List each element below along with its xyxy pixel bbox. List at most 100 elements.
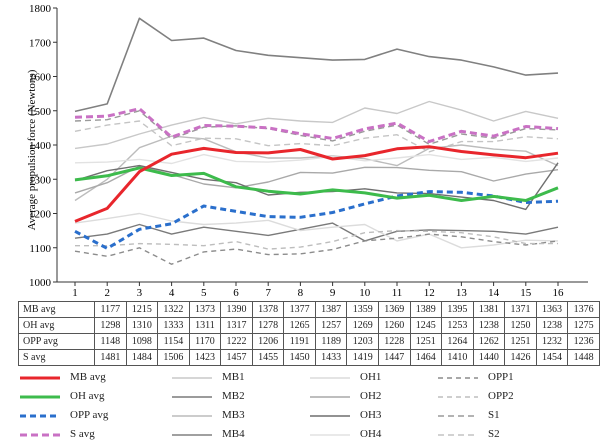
table-cell: 1251 bbox=[504, 333, 537, 350]
legend-item: MB4 bbox=[170, 427, 320, 443]
series-line-mb-avg bbox=[74, 145, 559, 223]
table-cell: 1378 bbox=[251, 301, 285, 318]
legend-swatch bbox=[310, 434, 350, 436]
legend-label: OPP avg bbox=[70, 409, 109, 421]
table-cell: 1177 bbox=[94, 301, 127, 318]
legend-item: MB2 bbox=[170, 389, 320, 405]
table-cell: 1275 bbox=[567, 317, 600, 334]
legend-label: OPP1 bbox=[488, 371, 514, 383]
legend-label: S1 bbox=[488, 409, 500, 421]
legend-swatch bbox=[20, 395, 60, 399]
table-cell: 1381 bbox=[472, 301, 506, 318]
series-line-mb4 bbox=[74, 17, 559, 113]
x-tick-label: 1 bbox=[72, 287, 78, 299]
table-cell: 1376 bbox=[567, 301, 600, 318]
x-tick-label: 9 bbox=[330, 287, 336, 299]
table-row: S avg 1481 1484 1506 1423 1457 1455 1450 1433 141… bbox=[17, 349, 600, 366]
legend-label: S2 bbox=[488, 428, 500, 440]
y-tick-label: 1800 bbox=[29, 3, 52, 15]
y-tick-label: 1700 bbox=[29, 37, 52, 49]
x-tick-label: 7 bbox=[265, 287, 271, 299]
legend-label: OPP2 bbox=[488, 390, 514, 402]
table-row: OPP avg 1148 1098 1154 1170 1222 1206 1191 1189 1… bbox=[17, 333, 600, 350]
table-cell: 1260 bbox=[377, 317, 411, 334]
y-tick-label: 1500 bbox=[29, 106, 52, 118]
legend-item: MB3 bbox=[170, 408, 320, 424]
table-cell: 1426 bbox=[504, 349, 537, 366]
table-cell: 1457 bbox=[220, 349, 253, 366]
legend-label: OH2 bbox=[360, 390, 382, 402]
legend-label: OH3 bbox=[360, 409, 382, 421]
series-line-oh1 bbox=[74, 212, 559, 249]
table-cell: 1222 bbox=[220, 333, 253, 350]
table-cell: 1410 bbox=[441, 349, 474, 366]
table-row-label: MB avg bbox=[17, 301, 96, 318]
table-cell: 1257 bbox=[314, 317, 348, 334]
y-tick-label: 1600 bbox=[29, 72, 52, 84]
y-tick-label: 1100 bbox=[29, 243, 51, 255]
table-cell: 1464 bbox=[409, 349, 443, 366]
x-tick-label: 5 bbox=[201, 287, 207, 299]
legend-item: S2 bbox=[436, 427, 586, 443]
series-line-oh-avg bbox=[74, 166, 559, 202]
table-cell: 1448 bbox=[567, 349, 600, 366]
table-cell: 1238 bbox=[535, 317, 569, 334]
series-line-opp2 bbox=[75, 229, 558, 250]
table-cell: 1373 bbox=[188, 301, 222, 318]
legend-item: OH3 bbox=[308, 408, 458, 424]
table-cell: 1228 bbox=[377, 333, 411, 350]
table-cell: 1170 bbox=[188, 333, 222, 350]
table-row-label: OH avg bbox=[17, 317, 96, 334]
legend: MB avg OH avg OPP avg S avg MB1 MB2 MB3 MB4 OH1 O… bbox=[0, 366, 600, 448]
table-cell: 1317 bbox=[220, 317, 253, 334]
table-cell: 1245 bbox=[409, 317, 443, 334]
table-cell: 1455 bbox=[251, 349, 285, 366]
table-cell: 1389 bbox=[409, 301, 443, 318]
table-cell: 1215 bbox=[125, 301, 159, 318]
x-tick-label: 3 bbox=[137, 287, 143, 299]
table-cell: 1419 bbox=[346, 349, 379, 366]
table-cell: 1395 bbox=[441, 301, 474, 318]
table-cell: 1481 bbox=[94, 349, 127, 366]
legend-swatch bbox=[172, 396, 212, 398]
series-line-mb1 bbox=[74, 100, 559, 150]
table-cell: 1154 bbox=[157, 333, 190, 350]
legend-swatch bbox=[20, 414, 60, 418]
x-tick-label: 4 bbox=[169, 287, 175, 299]
legend-swatch bbox=[438, 434, 478, 436]
legend-swatch bbox=[438, 377, 478, 379]
table-cell: 1148 bbox=[94, 333, 127, 350]
table-cell: 1387 bbox=[314, 301, 348, 318]
table-cell: 1450 bbox=[283, 349, 316, 366]
x-tick-label: 10 bbox=[359, 287, 371, 299]
legend-item: MB1 bbox=[170, 370, 320, 386]
series-line-mb3 bbox=[74, 135, 559, 202]
legend-label: OH4 bbox=[360, 428, 382, 440]
table-cell: 1359 bbox=[346, 301, 379, 318]
legend-item: OH avg bbox=[18, 389, 168, 405]
table-cell: 1264 bbox=[441, 333, 474, 350]
legend-swatch bbox=[20, 433, 60, 437]
series-line-opp-avg bbox=[74, 190, 559, 250]
table-cell: 1191 bbox=[283, 333, 316, 350]
table-cell: 1447 bbox=[377, 349, 411, 366]
x-tick-label: 14 bbox=[488, 287, 500, 299]
legend-label: MB4 bbox=[222, 428, 245, 440]
table-cell: 1298 bbox=[94, 317, 127, 334]
table-cell: 1311 bbox=[188, 317, 222, 334]
table-cell: 1433 bbox=[314, 349, 348, 366]
x-tick-label: 13 bbox=[456, 287, 468, 299]
table-cell: 1250 bbox=[504, 317, 537, 334]
legend-item: OPP1 bbox=[436, 370, 586, 386]
legend-item: OPP2 bbox=[436, 389, 586, 405]
legend-item: OH1 bbox=[308, 370, 458, 386]
table-cell: 1454 bbox=[535, 349, 569, 366]
y-tick-label: 1000 bbox=[29, 277, 52, 289]
x-tick-label: 6 bbox=[233, 287, 239, 299]
x-tick-label: 16 bbox=[553, 287, 565, 299]
table-cell: 1265 bbox=[283, 317, 316, 334]
x-tick-label: 11 bbox=[392, 287, 403, 299]
table-cell: 1377 bbox=[283, 301, 316, 318]
y-tick-label: 1300 bbox=[29, 174, 52, 186]
